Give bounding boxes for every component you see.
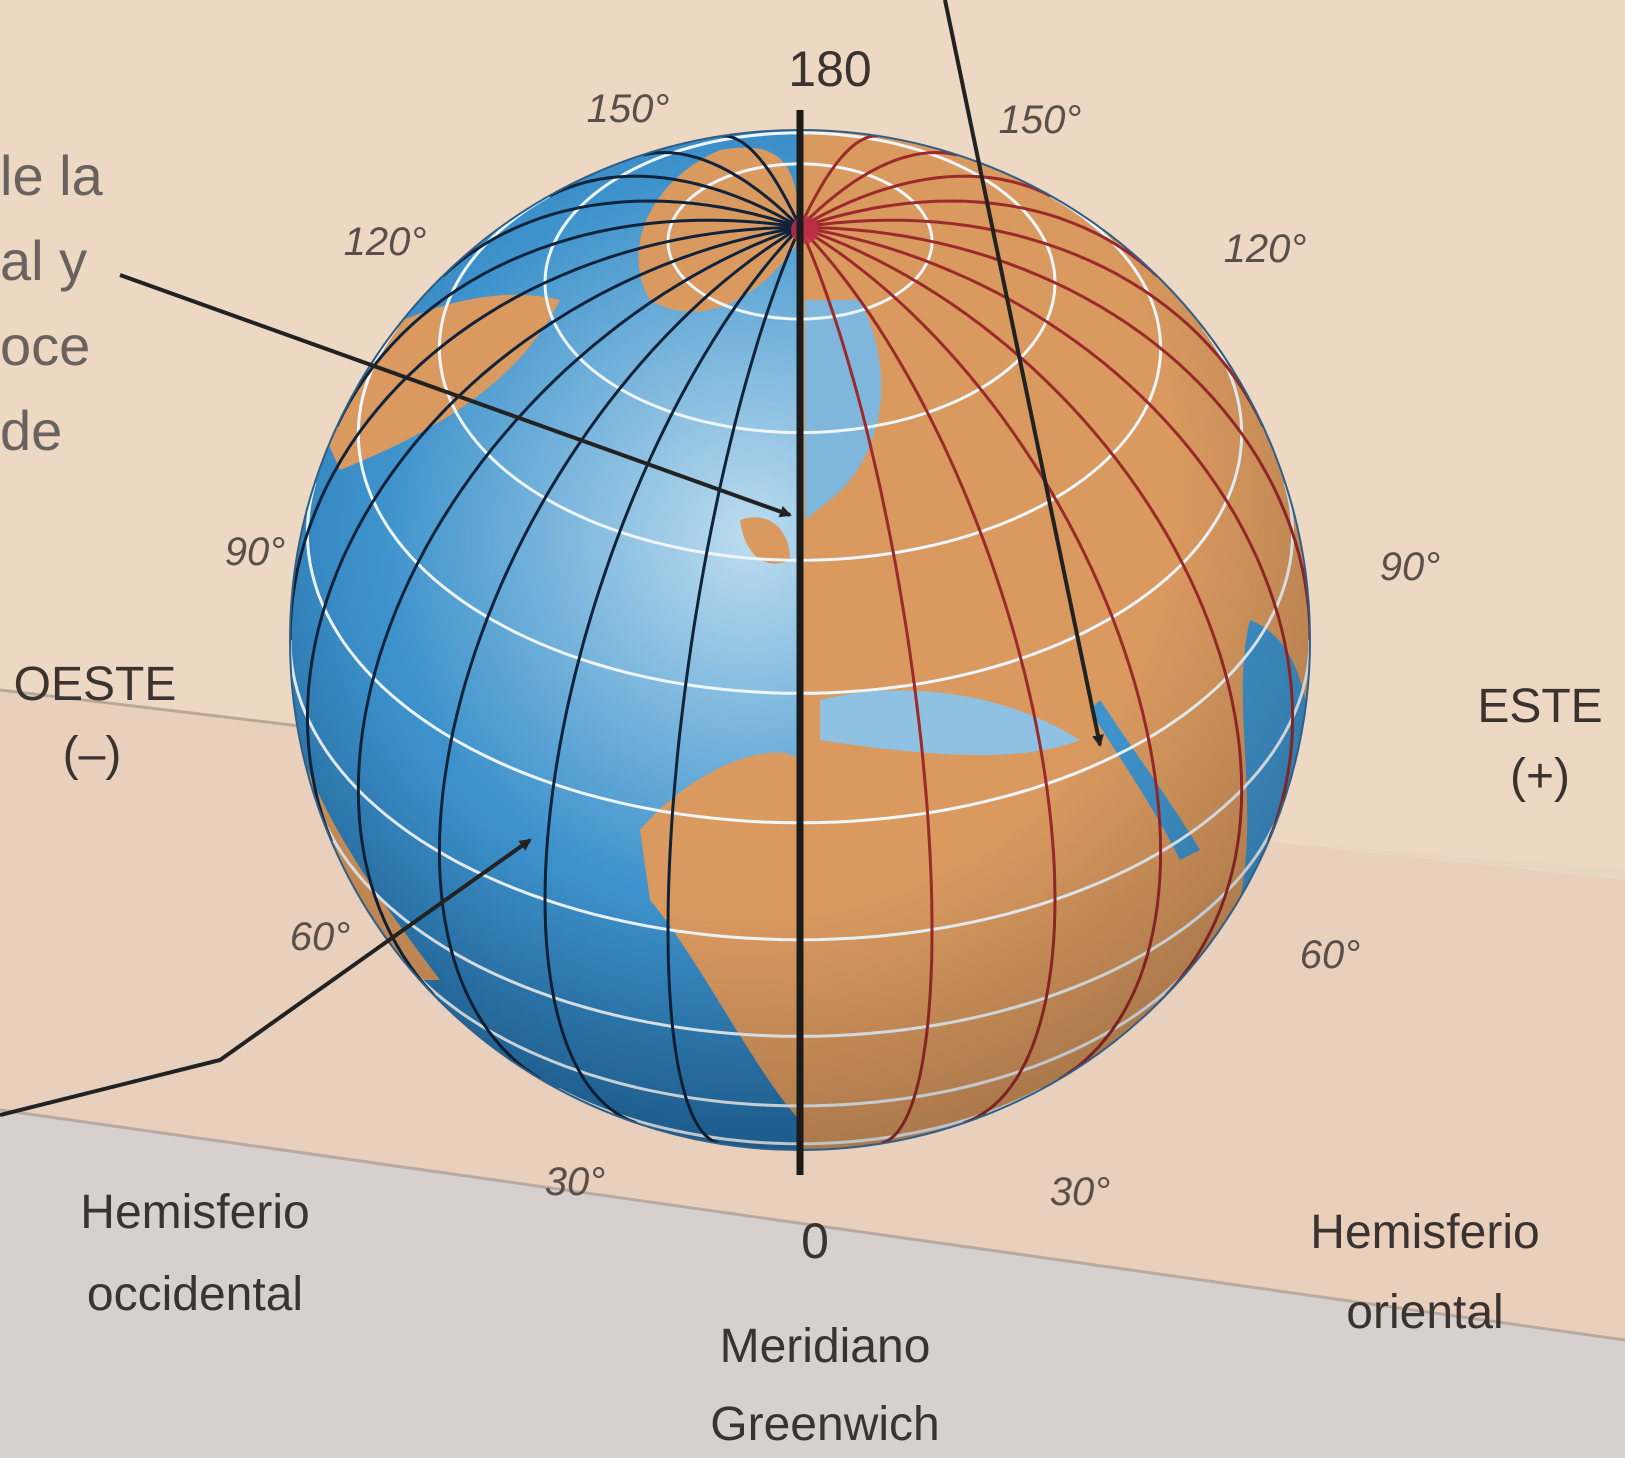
cut-text: le la [0, 144, 104, 207]
degree-label: 150° [999, 98, 1082, 142]
degree-label: 30° [1050, 1170, 1111, 1214]
cut-text: oce [0, 314, 90, 377]
degree-label: 30° [545, 1160, 606, 1204]
east-sign: (+) [1510, 750, 1570, 803]
degree-label: 90° [225, 530, 286, 574]
arrow [0, 838, 532, 1117]
paper-bottom [0, 1110, 1625, 1458]
meridian-label: 180 [788, 41, 871, 97]
degree-label: 150° [587, 87, 670, 131]
degree-label: 60° [290, 915, 351, 959]
degree-label: 90° [1380, 545, 1441, 589]
greenwich-label: Greenwich [710, 1398, 939, 1451]
east-title: ESTE [1477, 680, 1602, 733]
cut-text: al y [0, 229, 87, 292]
hemisphere-label: oriental [1346, 1286, 1503, 1339]
west-title: OESTE [14, 658, 177, 711]
fold [0, 1108, 1625, 1342]
degree-label: 120° [1224, 227, 1307, 271]
north-pole [791, 216, 819, 244]
hemisphere-label: Hemisferio [1310, 1206, 1539, 1259]
hemisphere-label: Hemisferio [80, 1186, 309, 1239]
arrow [119, 273, 792, 518]
hemisphere-label: occidental [87, 1268, 303, 1321]
arrow [943, 0, 1104, 747]
west-sign: (–) [63, 728, 122, 781]
degree-label: 60° [1300, 933, 1361, 977]
degree-label: 120° [344, 220, 427, 264]
cut-text: de [0, 399, 62, 462]
meridian-label: 0 [801, 1213, 829, 1269]
greenwich-label: Meridiano [720, 1320, 931, 1373]
